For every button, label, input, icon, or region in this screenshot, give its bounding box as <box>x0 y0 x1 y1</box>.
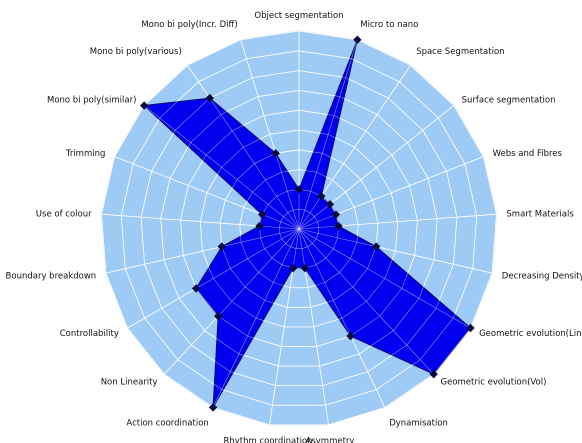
data-point <box>139 101 149 110</box>
axis-label: Geometric evolution(Vol) <box>441 378 547 388</box>
axis-labels: Object segmentation Micro to nano Space Se… <box>6 11 582 443</box>
data-point <box>317 192 326 201</box>
axis-label: Webs and Fibres <box>493 149 563 159</box>
data-point <box>191 284 201 293</box>
data-point <box>217 242 226 251</box>
data-point <box>213 311 223 321</box>
grid-ring-overlay <box>278 208 320 249</box>
axis-label: Non Linearity <box>101 378 158 388</box>
grid-ring-overlay <box>239 169 359 289</box>
grid-spoke-overlay <box>240 39 300 230</box>
data-point <box>255 221 264 231</box>
grid-spoke-overlay <box>212 228 300 408</box>
grid-spoke-overlay <box>298 228 471 329</box>
axis-label: Mono bi poly(similar) <box>47 95 136 105</box>
axis-label: Object segmentation <box>254 11 343 21</box>
grid-ring-overlay <box>219 149 379 308</box>
data-point <box>271 149 280 158</box>
axis-label: Dynamisation <box>389 418 448 428</box>
grid-spoke-overlay <box>114 156 300 230</box>
grid-ring-overlay <box>160 90 438 367</box>
data-point <box>288 263 298 273</box>
grid-ring-overlay <box>199 129 399 328</box>
axis-label: Mono bi poly(various) <box>90 47 182 57</box>
axis-label: Controllability <box>60 329 119 339</box>
grid-spoke-overlay <box>144 105 300 230</box>
axis-label: Geometric evolution(Linear) <box>479 329 582 339</box>
grid-spoke-overlay <box>298 228 493 274</box>
axis-label: Action coordination <box>126 418 208 428</box>
axis-label: Use of colour <box>36 210 92 220</box>
grid-spoke-overlay <box>298 228 434 375</box>
data-point <box>300 263 310 273</box>
grid-ring-overlay <box>140 70 458 386</box>
grid-ring-overlay <box>259 189 339 269</box>
grid-ring-overlay <box>101 30 497 426</box>
data-point <box>353 35 362 44</box>
grid-spoke-overlay <box>105 228 300 274</box>
grid-spoke-overlay <box>101 213 300 230</box>
data-point <box>325 200 335 209</box>
grid-spoke-overlay <box>127 228 300 329</box>
axis-label: Asymmetry <box>306 437 355 443</box>
grid-spoke-overlay <box>187 65 300 230</box>
grid-spoke-overlay <box>298 228 386 408</box>
grid-spoke-overlay <box>164 228 300 375</box>
axis-label: Mono bi poly(Incr. Diff) <box>141 20 237 30</box>
axis-label: Decreasing Density <box>502 271 582 281</box>
axis-label: Trimming <box>65 149 106 159</box>
data-point <box>466 323 475 333</box>
data-point <box>294 185 304 194</box>
data-point <box>334 221 343 231</box>
data-point <box>429 369 438 379</box>
data-point <box>346 331 355 341</box>
data-point <box>257 210 267 219</box>
radar-spokes-overlay <box>101 30 497 426</box>
axis-label: Rhythm coordination <box>223 437 312 443</box>
axis-label: Space Segmentation <box>416 47 504 57</box>
grid-spoke-overlay <box>269 228 300 425</box>
grid-spoke-overlay <box>298 65 411 230</box>
data-point <box>205 93 214 103</box>
grid-spoke-overlay <box>298 213 497 230</box>
axis-label: Surface segmentation <box>462 95 556 105</box>
grid-spoke-overlay <box>298 228 329 425</box>
grid-ring-overlay <box>180 109 418 347</box>
grid-spoke-overlay <box>298 105 454 230</box>
data-point <box>331 210 341 219</box>
data-point <box>208 403 218 412</box>
grid-spoke-overlay <box>298 39 358 230</box>
grid-ring-overlay <box>120 50 478 406</box>
axis-label: Boundary breakdown <box>6 271 97 281</box>
data-point <box>372 242 381 251</box>
grid-spoke-overlay <box>298 156 484 230</box>
axis-label: Smart Materials <box>506 210 574 220</box>
series-markers <box>139 35 475 412</box>
axis-label: Micro to nano <box>360 20 418 30</box>
